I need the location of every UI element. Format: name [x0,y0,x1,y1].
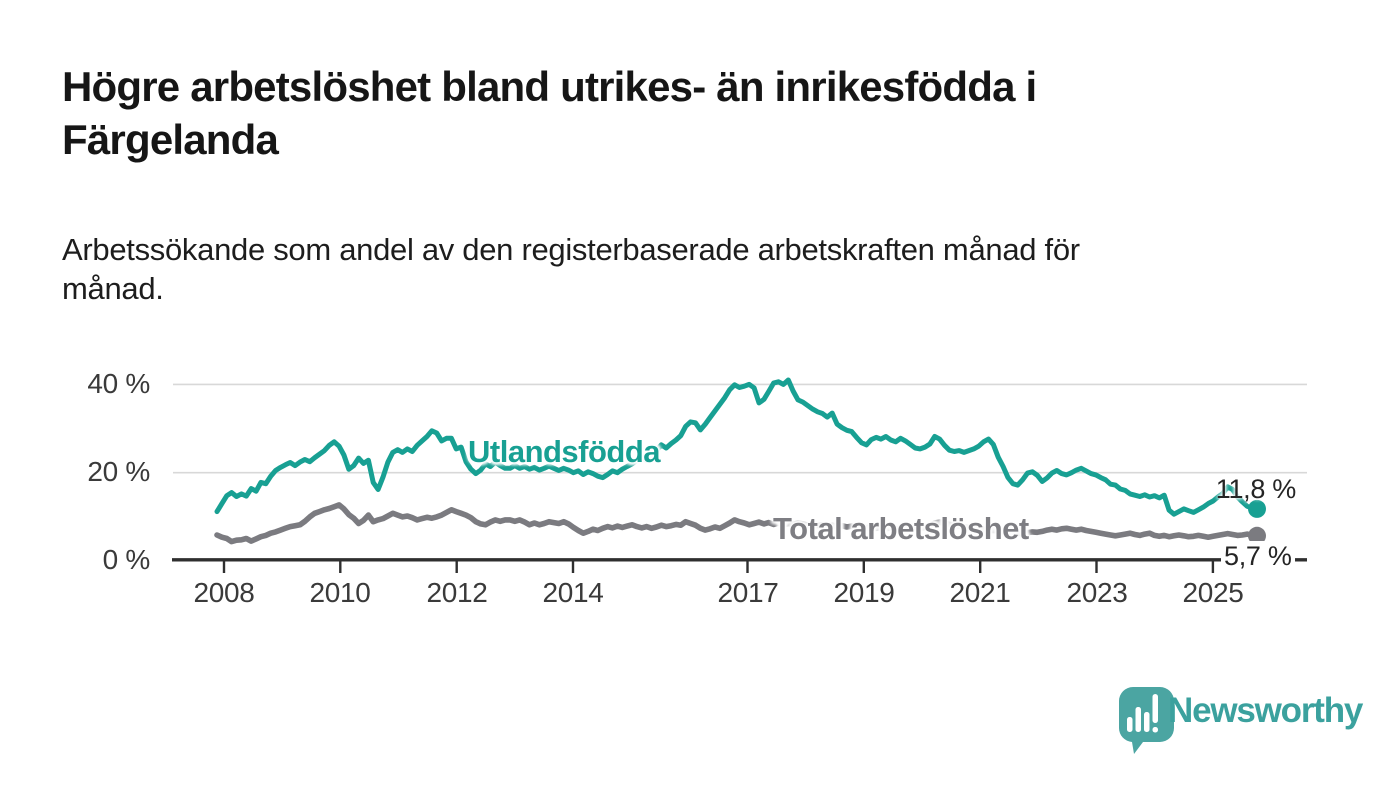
page-subtitle-line1: Arbetssökande som andel av den registerb… [62,232,1080,267]
x-tick-2010: 2010 [309,577,371,608]
end-value-total: 5,7 % [1221,541,1295,572]
page-title-line1: Högre arbetslöshet bland utrikes- än inr… [62,63,1037,110]
series-label-utlandsfodda: Utlandsfödda [468,434,661,469]
end-dot-utlandsfodda [1248,499,1266,518]
x-tick-2008: 2008 [193,577,255,608]
y-tick-20: 20 % [87,456,150,487]
series-label-total: Total arbetslöshet [773,511,1029,546]
y-tick-0: 0 % [102,544,151,575]
page-title: Högre arbetslöshet bland utrikes- än inr… [62,60,1242,166]
newsworthy-logo-icon [1119,687,1174,754]
x-tick-2014: 2014 [542,577,604,608]
page-title-line2: Färgelanda [62,116,279,163]
x-tick-2019: 2019 [833,577,895,608]
newsworthy-wordmark: Newsworthy [1168,691,1363,730]
page-subtitle-line2: månad. [62,271,164,306]
series-line-utlandsfodda [214,377,1260,517]
end-dot-total [1248,526,1266,545]
x-tick-2012: 2012 [426,577,488,608]
page-subtitle: Arbetssökande som andel av den registerb… [62,230,1262,308]
end-value-utlandsfodda: 11,8 % [1215,474,1297,504]
x-tick-2017: 2017 [717,577,779,608]
logo-bars-icon [1127,694,1158,733]
x-axis-ticks [222,561,1215,573]
y-tick-40: 40 % [87,368,150,399]
x-tick-2025: 2025 [1182,577,1244,608]
series-line-total [214,502,1260,545]
x-tick-2023: 2023 [1066,577,1128,608]
x-tick-2021: 2021 [949,577,1011,608]
